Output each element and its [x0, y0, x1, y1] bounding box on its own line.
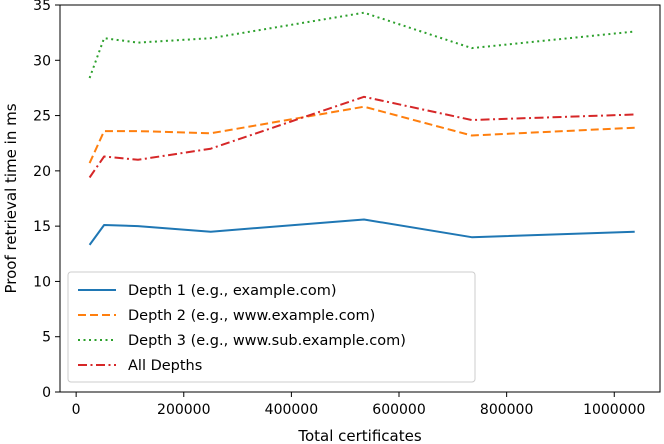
- legend-entry-label: Depth 3 (e.g., www.sub.example.com): [128, 333, 406, 349]
- series-line-3: [88, 11, 635, 79]
- y-tick-label: 35: [33, 0, 51, 14]
- x-tick-label: 600000: [372, 402, 425, 418]
- legend: Depth 1 (e.g., example.com) Depth 2 (e.g.…: [67, 271, 476, 383]
- y-tick-label: 15: [33, 219, 51, 235]
- y-tick-label: 30: [33, 53, 51, 69]
- y-axis-label: Proof retrieval time in ms: [2, 103, 20, 293]
- y-tick-label: 5: [42, 330, 51, 346]
- plot-frame: [59, 4, 661, 393]
- series-line-4: [88, 95, 635, 179]
- legend-entry-label: Depth 2 (e.g., www.example.com): [128, 308, 375, 324]
- legend-entry-label: Depth 1 (e.g., example.com): [128, 283, 336, 299]
- legend-entry-label: All Depths: [128, 358, 202, 374]
- x-tick-label: 0: [72, 402, 81, 418]
- y-tick-label: 20: [33, 164, 51, 180]
- y-tick-label: 25: [33, 109, 51, 125]
- legend-box: [67, 271, 476, 383]
- x-tick-label: 1000000: [583, 402, 645, 418]
- plot-lines: [88, 11, 635, 246]
- series-line-2: [88, 105, 635, 164]
- x-axis: 0 200000 400000 600000 800000 1000000: [72, 392, 645, 418]
- x-tick-label: 200000: [157, 402, 210, 418]
- y-tick-label: 10: [33, 274, 51, 290]
- x-axis-label: Total certificates: [297, 427, 421, 444]
- x-tick-label: 400000: [265, 402, 318, 418]
- y-tick-label: 0: [42, 385, 51, 401]
- y-axis: 0 5 10 15 20 25 30 35: [33, 0, 60, 401]
- series-line-1: [88, 218, 635, 246]
- x-tick-label: 800000: [480, 402, 533, 418]
